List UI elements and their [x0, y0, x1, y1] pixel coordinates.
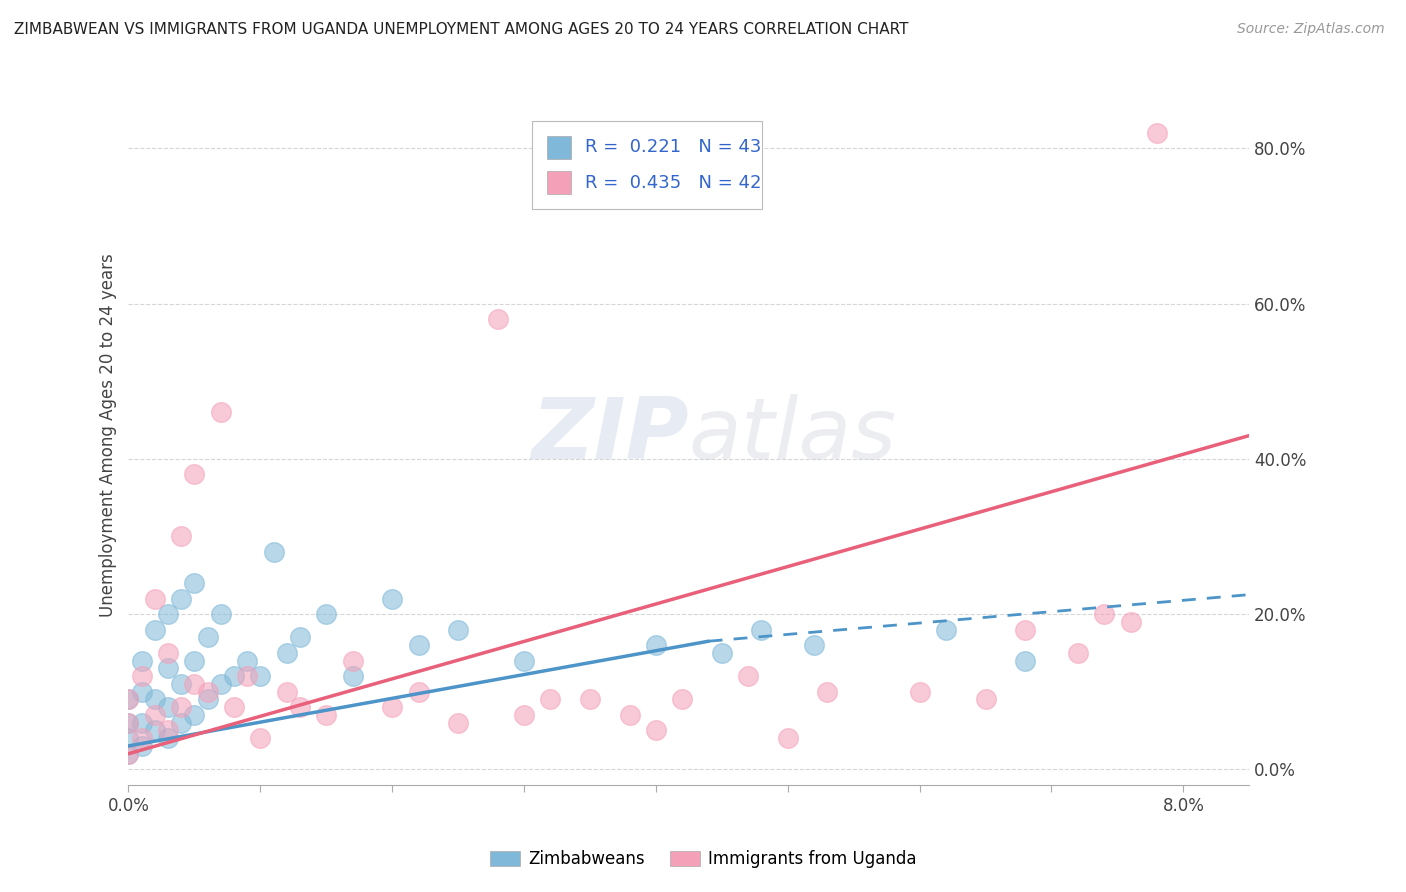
Point [513, 654, 536, 668]
Point [170, 715, 193, 730]
Point [315, 607, 337, 621]
Point [117, 715, 139, 730]
Point [157, 607, 180, 621]
Point [737, 669, 759, 683]
Y-axis label: Unemployment Among Ages 20 to 24 years: Unemployment Among Ages 20 to 24 years [100, 253, 117, 617]
Point [170, 677, 193, 691]
Point [1119, 615, 1142, 629]
Point [117, 715, 139, 730]
Point [342, 654, 364, 668]
Point [117, 692, 139, 706]
Point [619, 707, 641, 722]
Point [288, 630, 311, 644]
Point [671, 692, 693, 706]
Point [236, 669, 259, 683]
Point [157, 731, 180, 746]
Point [776, 731, 799, 746]
Point [645, 723, 668, 738]
Point [131, 731, 153, 746]
Point [143, 591, 166, 606]
Point [538, 692, 561, 706]
Point [117, 747, 139, 761]
Text: ZIP: ZIP [531, 394, 689, 477]
Point [935, 623, 957, 637]
Text: Source: ZipAtlas.com: Source: ZipAtlas.com [1237, 22, 1385, 37]
Point [1092, 607, 1115, 621]
Point [197, 692, 219, 706]
Point [170, 529, 193, 543]
Point [183, 677, 205, 691]
FancyBboxPatch shape [531, 121, 762, 209]
Point [157, 661, 180, 675]
Point [143, 707, 166, 722]
Point [143, 623, 166, 637]
Point [209, 405, 232, 419]
Point [131, 654, 153, 668]
Point [117, 692, 139, 706]
Point [342, 669, 364, 683]
Point [1067, 646, 1090, 660]
Point [209, 677, 232, 691]
Point [131, 739, 153, 753]
Point [276, 646, 298, 660]
Point [222, 700, 245, 714]
Point [1014, 623, 1036, 637]
Legend: Zimbabweans, Immigrants from Uganda: Zimbabweans, Immigrants from Uganda [482, 844, 924, 875]
Point [815, 684, 838, 698]
Text: ZIMBABWEAN VS IMMIGRANTS FROM UGANDA UNEMPLOYMENT AMONG AGES 20 TO 24 YEARS CORR: ZIMBABWEAN VS IMMIGRANTS FROM UGANDA UNE… [14, 22, 908, 37]
Point [288, 700, 311, 714]
Point [751, 623, 773, 637]
Text: R =  0.221   N = 43: R = 0.221 N = 43 [585, 138, 761, 156]
Point [131, 669, 153, 683]
Point [486, 312, 509, 326]
Point [117, 747, 139, 761]
Point [381, 700, 404, 714]
Point [170, 591, 193, 606]
Point [157, 700, 180, 714]
Point [183, 654, 205, 668]
Point [183, 707, 205, 722]
Point [908, 684, 931, 698]
Point [447, 623, 470, 637]
Point [645, 638, 668, 652]
Point [249, 731, 271, 746]
Point [263, 545, 285, 559]
Point [408, 638, 430, 652]
Point [131, 684, 153, 698]
Point [183, 576, 205, 591]
Point [315, 707, 337, 722]
Point [249, 669, 271, 683]
Point [579, 692, 602, 706]
Text: atlas: atlas [689, 394, 897, 477]
Point [131, 715, 153, 730]
Point [1146, 126, 1168, 140]
Point [974, 692, 997, 706]
Point [183, 467, 205, 482]
Point [143, 723, 166, 738]
Point [117, 731, 139, 746]
Point [170, 700, 193, 714]
Bar [547, 136, 571, 159]
Point [381, 591, 404, 606]
Point [408, 684, 430, 698]
Point [157, 723, 180, 738]
Point [197, 630, 219, 644]
Point [447, 715, 470, 730]
Point [513, 707, 536, 722]
Point [276, 684, 298, 698]
Point [236, 654, 259, 668]
Point [1014, 654, 1036, 668]
Point [157, 646, 180, 660]
Point [710, 646, 733, 660]
Point [209, 607, 232, 621]
Point [222, 669, 245, 683]
Point [197, 684, 219, 698]
Text: R =  0.435   N = 42: R = 0.435 N = 42 [585, 174, 761, 192]
Point [803, 638, 825, 652]
Bar [547, 171, 571, 194]
Point [143, 692, 166, 706]
